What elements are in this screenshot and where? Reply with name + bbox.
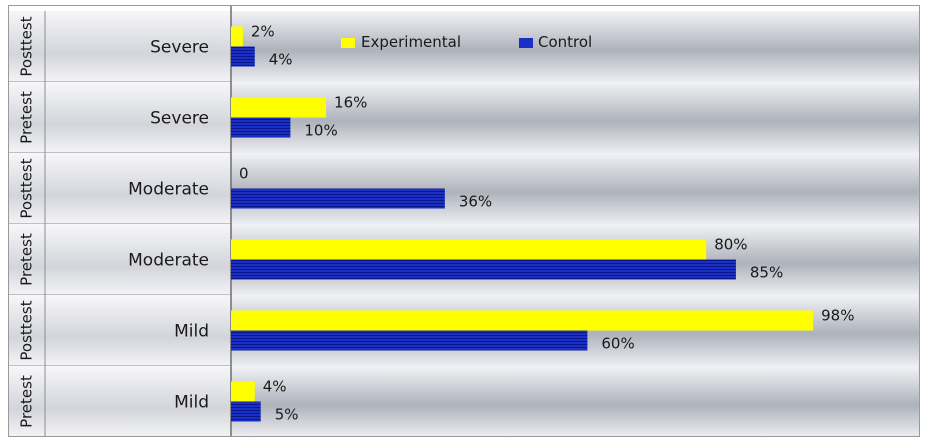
category-label-4-posttest-mild: Mild [174, 322, 209, 342]
phase-label-1-pretest-severe: Pretest [18, 91, 36, 144]
bar-chart: Posttest Severe Pretest Severe Posttest Moder… [9, 6, 919, 436]
category-label-2-posttest-moderate: Moderate [128, 180, 209, 200]
data-label-experimental-5-pretest-mild: 4% [263, 378, 287, 396]
data-label-experimental-2-posttest-moderate: 0 [239, 165, 249, 183]
data-label-control-0-posttest-severe: 4% [269, 51, 293, 69]
bars [231, 26, 814, 422]
bar-experimental-5-pretest-mild [231, 381, 255, 402]
data-label-experimental-0-posttest-severe: 2% [251, 23, 275, 41]
legend-label-experimental: Experimental [361, 33, 461, 51]
row-background-5-pretest-mild [231, 366, 919, 436]
legend-swatch-control [519, 38, 533, 48]
category-rows: Posttest Severe Pretest Severe Posttest Moder… [9, 6, 919, 436]
data-label-experimental-4-posttest-mild: 98% [821, 307, 854, 325]
phase-label-4-posttest-mild: Posttest [18, 300, 36, 360]
bar-control-3-pretest-moderate [231, 259, 736, 280]
legend-label-control: Control [538, 33, 592, 51]
data-label-control-4-posttest-mild: 60% [601, 335, 634, 353]
bar-experimental-0-posttest-severe [231, 26, 243, 47]
row-label-cell-2-posttest-moderate [9, 153, 231, 224]
bar-control-2-posttest-moderate [231, 188, 445, 209]
data-label-experimental-3-pretest-moderate: 80% [714, 236, 747, 254]
legend-swatch-experimental [341, 38, 355, 48]
bar-control-5-pretest-mild [231, 401, 261, 422]
data-label-experimental-1-pretest-severe: 16% [334, 94, 367, 112]
data-label-control-3-pretest-moderate: 85% [750, 264, 783, 282]
bar-control-1-pretest-severe [231, 117, 291, 138]
row-label-cell-0-posttest-severe [9, 11, 231, 82]
bar-experimental-1-pretest-severe [231, 97, 327, 118]
bar-experimental-4-posttest-mild [231, 310, 814, 331]
row-label-cell-4-posttest-mild [9, 295, 231, 366]
bar-experimental-3-pretest-moderate [231, 239, 707, 260]
bar-control-0-posttest-severe [231, 46, 255, 67]
data-label-control-2-posttest-moderate: 36% [459, 193, 492, 211]
category-label-5-pretest-mild: Mild [174, 393, 209, 413]
chart-frame: Posttest Severe Pretest Severe Posttest Moder… [8, 5, 920, 437]
category-label-1-pretest-severe: Severe [150, 109, 209, 129]
row-label-cell-5-pretest-mild [9, 366, 231, 436]
category-label-0-posttest-severe: Severe [150, 38, 209, 58]
row-label-cell-3-pretest-moderate [9, 224, 231, 295]
category-label-3-pretest-moderate: Moderate [128, 251, 209, 271]
legend: Experimental Control [341, 33, 592, 51]
phase-label-0-posttest-severe: Posttest [18, 16, 36, 76]
phase-label-3-pretest-moderate: Pretest [18, 233, 36, 286]
row-label-cell-1-pretest-severe [9, 82, 231, 153]
row-background-1-pretest-severe [231, 82, 919, 153]
phase-label-2-posttest-moderate: Posttest [18, 158, 36, 218]
data-label-control-1-pretest-severe: 10% [304, 122, 337, 140]
data-labels: 2% 4% 16% 10% 0 36% 80%85% 98% 60% 4% 5% [239, 23, 854, 424]
phase-label-5-pretest-mild: Pretest [18, 375, 36, 428]
bar-control-4-posttest-mild [231, 330, 588, 351]
data-label-control-5-pretest-mild: 5% [275, 406, 299, 424]
